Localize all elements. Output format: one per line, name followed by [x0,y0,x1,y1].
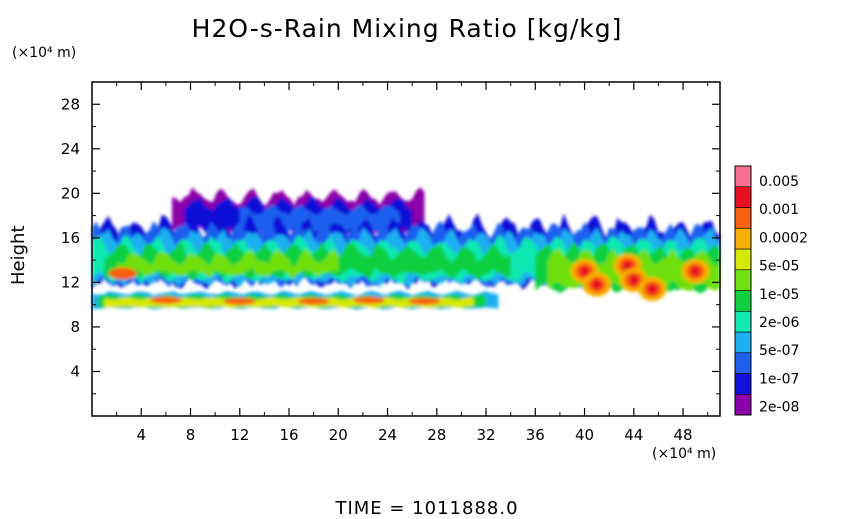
x-tick-label: 44 [624,426,643,444]
field-band [116,248,339,280]
colorbar-cell [734,290,752,312]
colorbar-cell [734,227,752,250]
x-tick-label: 16 [279,426,298,444]
core-inner [647,284,658,295]
colorbar-label: 1e-05 [759,287,799,303]
colorbar-label: 2e-06 [759,315,799,331]
streak [353,296,386,304]
streak [408,297,441,305]
x-tick-label: 12 [230,426,249,444]
colorbar-cell [734,207,752,229]
y-unit-label: (×10⁴ m) [12,45,77,61]
colorbar-cell [734,269,752,291]
colorbar-label: 5e-05 [759,259,799,275]
x-tick-label: 4 [136,426,146,444]
colorbar-cell [734,352,752,374]
x-tick-label: 24 [378,426,397,444]
colorbar-label: 0.005 [759,174,799,190]
colorbar-cell [734,393,752,416]
y-tick-label: 20 [61,184,80,202]
west-core [108,267,137,280]
colorbar-label: 1e-07 [759,371,799,387]
chart-title: H2O-s-Rain Mixing Ratio [kg/kg] [191,14,623,43]
y-tick-label: 12 [61,273,80,291]
colorbar-cell [734,165,752,188]
colorbar-cell [734,248,752,271]
time-footer: TIME = 1011888.0 [335,498,519,519]
x-axis: 4 8 12 16 20 24 28 32 36 40 44 48 [116,82,709,444]
x-tick-label: 36 [526,426,545,444]
core-inner [690,266,701,277]
x-tick-label: 32 [476,426,495,444]
streak [297,297,330,305]
y-tick-label: 4 [70,362,80,380]
colorbar-label: 2e-08 [759,400,799,416]
streak [149,296,182,304]
y-tick-label: 16 [61,229,80,247]
colorbar-label: 0.001 [759,202,799,218]
core-inner [622,260,633,271]
x-tick-label: 48 [674,426,693,444]
cloud-field [92,187,720,310]
x-tick-label: 28 [427,426,446,444]
x-tick-label: 8 [186,426,196,444]
core-inner [591,279,602,290]
colorbar-cell [734,373,752,395]
core-inner [579,266,590,277]
colorbar: 0.005 0.001 0.0002 5e-05 1e-05 2e-06 5e-07 1e-0… [734,165,808,416]
core-inner [628,275,639,286]
colorbar-cell [734,186,752,208]
y-tick-label: 24 [61,140,80,158]
y-axis-label: Height [8,225,29,285]
colorbar-cell [734,310,752,333]
field-layers [92,187,720,310]
y-tick-label: 8 [70,318,80,336]
y-axis: 4 8 12 16 20 24 28 [61,95,720,395]
streak [223,297,256,305]
y-tick-label: 28 [61,95,80,113]
plot-frame [91,81,721,417]
x-unit-label: (×10⁴ m) [652,446,717,462]
colorbar-cell [734,331,752,354]
x-tick-label: 20 [329,426,348,444]
colorbar-label: 5e-07 [759,343,799,359]
colorbar-frame [734,165,752,416]
colorbar-label: 0.0002 [759,230,808,246]
x-tick-label: 40 [575,426,594,444]
